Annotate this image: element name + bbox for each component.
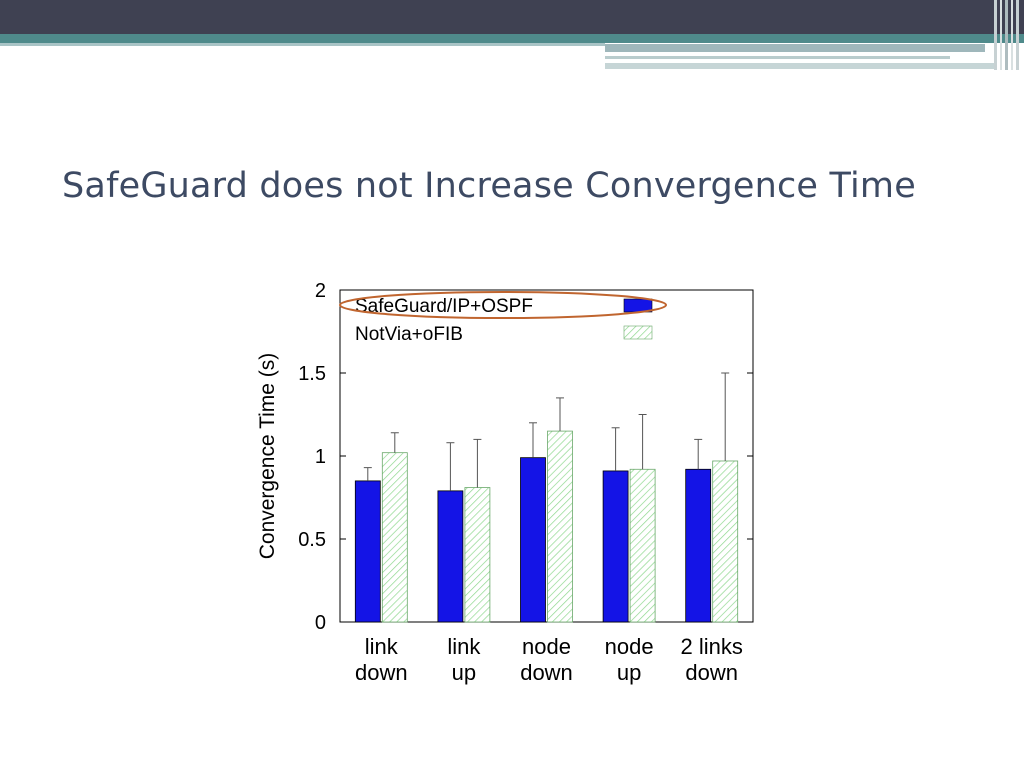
bar-safeguard — [354, 480, 381, 623]
x-tick-label: link — [447, 634, 481, 659]
x-tick-label: down — [355, 660, 408, 685]
legend-swatch-notvia — [623, 325, 653, 340]
x-tick-label: node — [522, 634, 571, 659]
header-teal-band — [0, 34, 1024, 43]
y-tick-label: 2 — [315, 280, 326, 302]
slide-title: SafeGuard does not Increase Convergence … — [62, 166, 916, 206]
header-accent-bar-1 — [605, 44, 985, 52]
header-dark-band — [0, 0, 1024, 34]
bar-safeguard — [437, 490, 464, 623]
header-accent-line — [0, 43, 605, 46]
header-right-stripes — [994, 0, 1024, 70]
y-tick-label: 1 — [315, 446, 326, 468]
y-tick-label: 0 — [315, 612, 326, 634]
y-tick-label: 1.5 — [298, 363, 326, 385]
x-tick-label: 2 links — [681, 634, 743, 659]
bar-notvia — [712, 460, 739, 623]
x-tick-label: up — [452, 660, 476, 685]
bar-notvia — [464, 487, 491, 623]
y-tick-label: 0.5 — [298, 529, 326, 551]
x-tick-label: up — [617, 660, 641, 685]
header-accent-bar-3 — [605, 63, 995, 69]
bar-safeguard — [685, 468, 712, 623]
bar-safeguard — [520, 457, 546, 623]
legend-label-safeguard: SafeGuard/IP+OSPF — [355, 296, 533, 317]
bar-notvia — [381, 452, 408, 623]
bar-safeguard — [602, 470, 629, 623]
x-tick-label: down — [520, 660, 573, 685]
header-accent-bar-2 — [605, 56, 950, 59]
legend-highlight-ellipse — [339, 291, 667, 319]
x-tick-label: node — [605, 634, 654, 659]
x-tick-label: down — [685, 660, 738, 685]
bar-notvia — [547, 430, 573, 623]
y-axis-label: Convergence Time (s) — [256, 353, 279, 560]
legend-label-notvia: NotVia+oFIB — [355, 324, 463, 345]
bar-notvia — [629, 468, 656, 623]
x-tick-label: link — [365, 634, 399, 659]
